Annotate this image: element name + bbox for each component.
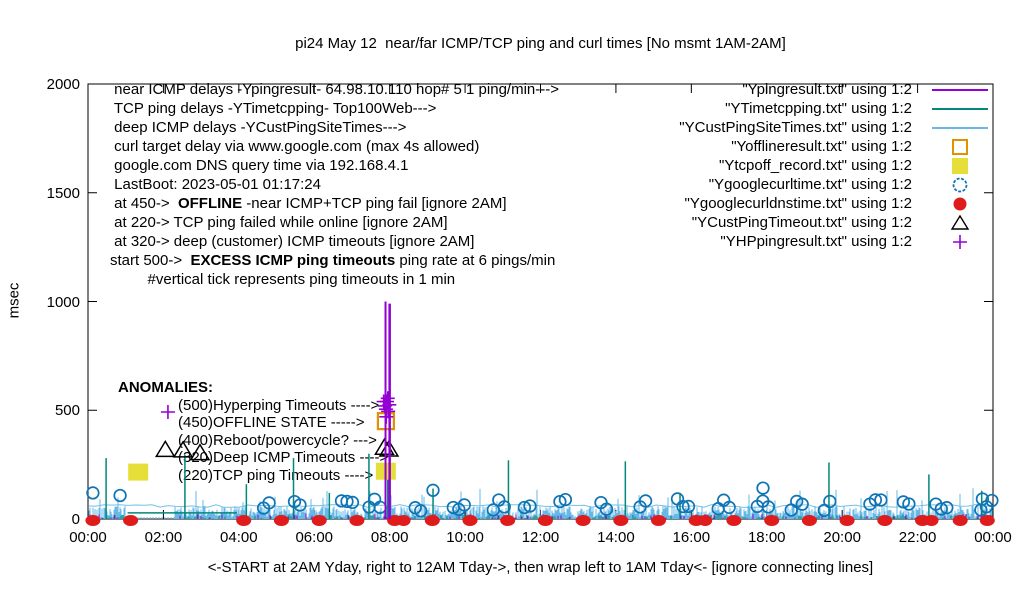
legend-open-square-icon xyxy=(952,138,968,155)
series-ygooglecurltime xyxy=(86,481,999,518)
legend-row: "Ypingresult.txt" using 1:2 xyxy=(520,80,998,99)
legend-symbol xyxy=(922,233,998,251)
legend-label: "Yofflineresult.txt" using 1:2 xyxy=(731,138,912,155)
legend-symbol xyxy=(922,214,998,232)
legend-line-icon xyxy=(932,126,988,129)
info-line: curl target delay via www.google.com (ma… xyxy=(110,138,480,155)
legend-line-icon xyxy=(932,107,988,110)
x-tick-label: 16:00 xyxy=(672,529,711,546)
legend-label: "Ypingresult.txt" using 1:2 xyxy=(742,81,912,98)
legend-symbol xyxy=(922,119,998,137)
legend-symbol xyxy=(922,176,998,194)
legend: "Ypingresult.txt" using 1:2 "YTimetcpping… xyxy=(520,80,998,251)
series-ygooglecurldnstime xyxy=(85,515,995,526)
legend-open-circle-icon xyxy=(952,177,968,192)
x-tick-label: 20:00 xyxy=(823,529,861,546)
legend-symbol xyxy=(922,157,998,175)
anomaly-item: (220)TCP ping Timeouts ----> xyxy=(178,466,374,484)
x-tick-label: 04:00 xyxy=(220,529,258,546)
legend-row: "YHPpingresult.txt" using 1:2 xyxy=(520,232,998,251)
legend-filled-square-icon xyxy=(952,157,968,174)
info-line: TCP ping delays -YTimetcpping- Top100Web… xyxy=(110,100,437,117)
legend-row: "Yofflineresult.txt" using 1:2 xyxy=(520,137,998,156)
series-ypingresult xyxy=(89,513,991,519)
legend-label: "Ygooglecurltime.txt" using 1:2 xyxy=(708,176,912,193)
x-tick-label: 12:00 xyxy=(521,529,560,546)
anomaly-item: (450)OFFLINE STATE -----> xyxy=(178,414,365,432)
y-tick-label: 1500 xyxy=(46,184,80,202)
anomalies-block: ANOMALIES: (500)Hyperping Timeouts ---->… xyxy=(118,379,388,484)
info-line: deep ICMP delays -YCustPingSiteTimes---> xyxy=(110,119,407,136)
y-tick-label: 1000 xyxy=(46,293,80,311)
info-line: near ICMP delays -Ypingresult- 64.98.10.… xyxy=(110,81,560,98)
legend-symbol xyxy=(922,138,998,156)
legend-filled-circle-icon xyxy=(953,197,967,210)
legend-label: "YHPpingresult.txt" using 1:2 xyxy=(720,233,912,250)
y-tick-label: 0 xyxy=(71,511,80,528)
chart-title: pi24 May 12 near/far ICMP/TCP ping and c… xyxy=(295,35,786,52)
legend-line-icon xyxy=(932,88,988,91)
x-tick-label: 10:00 xyxy=(446,529,484,546)
legend-row: "Ygooglecurldnstime.txt" using 1:2 xyxy=(520,194,998,213)
legend-label: "Ygooglecurldnstime.txt" using 1:2 xyxy=(684,195,912,212)
legend-label: "YCustPingSiteTimes.txt" using 1:2 xyxy=(679,119,912,136)
info-line: start 500-> EXCESS ICMP ping timeouts pi… xyxy=(110,252,556,269)
legend-label: "YTimetcpping.txt" using 1:2 xyxy=(725,100,912,117)
legend-plus-icon xyxy=(953,234,967,249)
x-tick-label: 00:00 xyxy=(69,529,107,546)
x-axis-label: <-START at 2AM Yday, right to 12AM Tday-… xyxy=(207,559,874,576)
x-tick-label: 18:00 xyxy=(747,529,786,546)
annotation-block: near ICMP delays -Ypingresult- 64.98.10.… xyxy=(110,80,559,289)
legend-open-triangle-icon xyxy=(950,214,970,230)
x-tick-label: 00:00 xyxy=(974,529,1012,546)
legend-label: "Ytcpoff_record.txt" using 1:2 xyxy=(719,157,912,174)
legend-symbol xyxy=(922,100,998,118)
legend-label: "YCustPingTimeout.txt" using 1:2 xyxy=(691,214,912,231)
anomaly-item: (400)Reboot/powercycle? ---> xyxy=(178,431,377,449)
legend-row: "YTimetcpping.txt" using 1:2 xyxy=(520,99,998,118)
legend-symbol xyxy=(922,195,998,213)
anomaly-item: (320)Deep ICMP Timeouts ----> xyxy=(178,449,389,467)
legend-symbol xyxy=(922,81,998,99)
info-line: at 450-> OFFLINE -near ICMP+TCP ping fai… xyxy=(110,195,507,212)
x-tick-label: 14:00 xyxy=(597,529,635,546)
anomalies-title: ANOMALIES: xyxy=(118,379,213,396)
y-tick-label: 2000 xyxy=(46,76,80,93)
info-line: at 220-> TCP ping failed while online [i… xyxy=(110,214,448,231)
legend-row: "Ygooglecurltime.txt" using 1:2 xyxy=(520,175,998,194)
info-line: at 320-> deep (customer) ICMP timeouts [… xyxy=(110,233,475,250)
legend-row: "YCustPingTimeout.txt" using 1:2 xyxy=(520,213,998,232)
x-tick-label: 22:00 xyxy=(898,529,937,546)
info-line: google.com DNS query time via 192.168.4.… xyxy=(110,157,409,174)
info-line: #vertical tick represents ping timeouts … xyxy=(110,271,456,288)
info-line: LastBoot: 2023-05-01 01:17:24 xyxy=(110,176,321,193)
y-tick-label: 500 xyxy=(54,402,80,420)
legend-row: "Ytcpoff_record.txt" using 1:2 xyxy=(520,156,998,175)
x-tick-label: 02:00 xyxy=(144,529,183,546)
x-tick-label: 08:00 xyxy=(370,529,409,546)
anomaly-item: (500)Hyperping Timeouts ----> xyxy=(178,397,380,414)
x-tick-label: 06:00 xyxy=(295,529,334,546)
legend-row: "YCustPingSiteTimes.txt" using 1:2 xyxy=(520,118,998,137)
series-custpingsitetimes xyxy=(88,488,993,519)
